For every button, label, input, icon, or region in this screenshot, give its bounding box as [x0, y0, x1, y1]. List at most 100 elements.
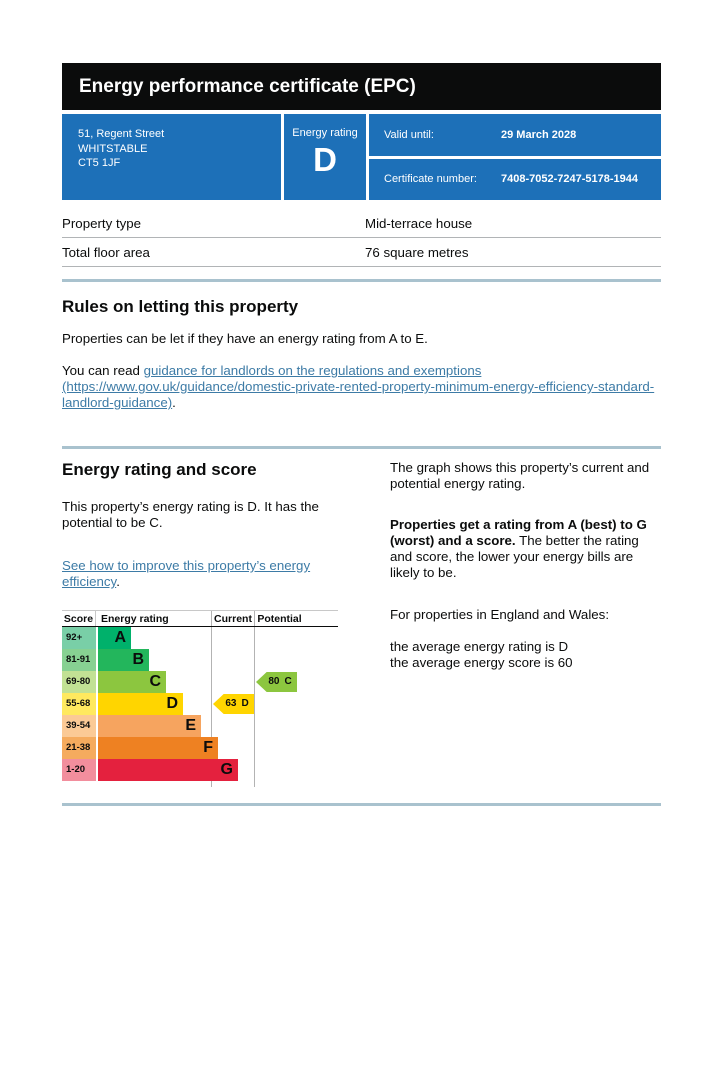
average-rating-line: the average energy rating is D: [390, 639, 569, 654]
certificate-number-label: Certificate number:: [384, 173, 477, 186]
chart-band-row: 1-20 G: [62, 759, 338, 781]
address-line-2: WHITSTABLE: [78, 142, 148, 155]
rating-scale-rest: The better the rating and score, the low…: [390, 533, 639, 580]
guidance-prefix: You can read: [62, 363, 144, 378]
band-score-range: 55-68: [62, 693, 96, 715]
score-column-header: Score: [62, 611, 96, 626]
floor-area-label: Total floor area: [62, 245, 150, 260]
chart-band-row: 39-54 E: [62, 715, 338, 737]
epc-rating-chart: Score Energy rating Current Potential 92…: [62, 610, 338, 787]
band-bar-f: F: [98, 737, 218, 759]
guidance-suffix: .: [172, 395, 176, 410]
table-row: Total floor area 76 square metres: [62, 238, 661, 267]
valid-until-label: Valid until:: [384, 128, 434, 141]
current-cell: [211, 671, 254, 693]
rating-scale-paragraph: Properties get a rating from A (best) to…: [390, 517, 661, 581]
band-bar-area: A: [96, 627, 211, 649]
certificate-number-value: 7408-7052-7247-5178-1944: [501, 173, 639, 186]
section-divider: [62, 803, 661, 806]
england-wales-paragraph: For properties in England and Wales:: [390, 607, 610, 622]
chart-band-row: 69-80 C 80 C: [62, 671, 338, 693]
chart-header-row: Score Energy rating Current Potential: [62, 610, 338, 627]
section-divider: [62, 446, 661, 449]
energy-rating-column-header: Energy rating: [101, 612, 169, 625]
energy-rating-section: Energy rating and score This property’s …: [62, 460, 661, 787]
improve-efficiency-link[interactable]: See how to improve this property’s energ…: [62, 558, 311, 589]
potential-cell: [254, 649, 304, 671]
band-bar-area: F: [96, 737, 218, 759]
property-type-label: Property type: [62, 216, 142, 231]
rating-scale-bold: Properties get a rating from A (best) to…: [390, 517, 647, 548]
band-bar-e: E: [98, 715, 201, 737]
valid-until-row: Valid until: 29 March 2028: [369, 114, 661, 156]
table-row: Property type Mid-terrace house: [62, 209, 661, 238]
band-bar-a: A: [98, 627, 131, 649]
band-score-range: 1-20: [62, 759, 96, 781]
potential-cell: [254, 693, 304, 715]
band-score-range: 69-80: [62, 671, 96, 693]
band-bar-c: C: [98, 671, 166, 693]
potential-cell: [254, 759, 304, 781]
property-type-value: Mid-terrace house: [365, 216, 473, 231]
property-details-table: Property type Mid-terrace house Total fl…: [62, 209, 661, 267]
energy-rating-value: D: [313, 141, 337, 178]
potential-cell: [254, 715, 304, 737]
certificate-number-row: Certificate number: 7408-7052-7247-5178-…: [369, 158, 661, 200]
potential-cell: 80 C: [254, 671, 304, 693]
valid-until-value: 29 March 2028: [501, 128, 577, 141]
current-cell: [211, 715, 254, 737]
band-bar-g: G: [98, 759, 238, 781]
band-bar-area: C: [96, 671, 211, 693]
chart-tail: [62, 781, 338, 787]
current-cell: [211, 627, 254, 649]
improve-paragraph: See how to improve this property’s energ…: [62, 558, 357, 590]
certificate-title-bar: Energy performance certificate (EPC): [62, 63, 661, 110]
potential-cell: [254, 627, 304, 649]
address-line-1: 51, Regent Street: [78, 128, 165, 140]
certificate-summary: 51, Regent Street WHITSTABLE CT5 1JF Ene…: [62, 114, 661, 200]
improve-suffix: .: [116, 574, 120, 589]
section-divider: [62, 279, 661, 282]
rating-left-column: Energy rating and score This property’s …: [62, 460, 357, 787]
average-ratings: the average energy rating is D the avera…: [390, 639, 661, 671]
chart-band-row: 92+ A: [62, 627, 338, 649]
potential-column-header: Potential: [254, 611, 304, 626]
rating-right-column: The graph shows this property’s current …: [390, 460, 661, 787]
band-score-range: 21-38: [62, 737, 96, 759]
current-column-header: Current: [211, 611, 254, 626]
band-bar-area: G: [96, 759, 238, 781]
band-bar-area: E: [96, 715, 211, 737]
energy-rating-box: Energy rating D: [284, 114, 366, 200]
chart-band-row: 55-68 D 63 D: [62, 693, 338, 715]
rules-section-heading: Rules on letting this property: [62, 297, 299, 316]
rating-section-heading: Energy rating and score: [62, 460, 257, 479]
page-title: Energy performance certificate (EPC): [79, 75, 416, 97]
energy-rating-label: Energy rating: [292, 127, 358, 139]
rating-summary-paragraph: This property’s energy rating is D. It h…: [62, 499, 319, 530]
current-cell: 63 D: [211, 693, 254, 715]
guidance-paragraph: You can read guidance for landlords on t…: [62, 363, 661, 411]
band-score-range: 39-54: [62, 715, 96, 737]
rules-paragraph: Properties can be let if they have an en…: [62, 331, 428, 346]
address-line-3: CT5 1JF: [78, 157, 121, 169]
potential-rating-arrow: 80 C: [256, 672, 297, 692]
validity-box: Valid until: 29 March 2028 Certificate n…: [369, 114, 661, 200]
graph-explainer-paragraph: The graph shows this property’s current …: [390, 460, 650, 491]
current-rating-arrow: 63 D: [213, 694, 254, 714]
band-bar-area: D: [96, 693, 211, 715]
landlord-guidance-link[interactable]: guidance for landlords on the regulation…: [62, 363, 655, 410]
current-cell: [211, 649, 254, 671]
band-score-range: 81-91: [62, 649, 96, 671]
band-bar-d: D: [98, 693, 183, 715]
average-score-line: the average energy score is 60: [390, 655, 573, 670]
band-bar-area: B: [96, 649, 211, 671]
chart-band-row: 21-38 F: [62, 737, 338, 759]
floor-area-value: 76 square metres: [365, 245, 469, 260]
potential-cell: [254, 737, 304, 759]
property-address: 51, Regent Street WHITSTABLE CT5 1JF: [62, 114, 281, 200]
band-bar-b: B: [98, 649, 149, 671]
band-score-range: 92+: [62, 627, 96, 649]
page: Energy performance certificate (EPC) 51,…: [0, 63, 723, 806]
epc-chart-rows: 92+ A 81-91 B 69-80 C 80 C 55-68 D 63 D 39-54 E 21-38 F…: [62, 627, 338, 781]
chart-band-row: 81-91 B: [62, 649, 338, 671]
